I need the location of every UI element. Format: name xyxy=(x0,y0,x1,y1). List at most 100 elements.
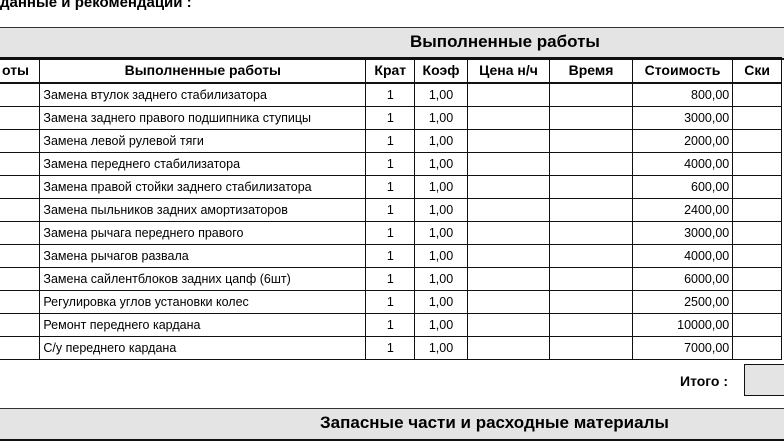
cell-empty xyxy=(466,82,551,107)
cell-name: Регулировка углов установки колес xyxy=(39,290,367,314)
column-header: Цена н/ч xyxy=(466,57,551,84)
cell-koef: 1,00 xyxy=(414,313,468,337)
table-row: Ремонт переднего кардана 1 1,00 10000,00 xyxy=(0,313,782,337)
cell-empty xyxy=(549,175,633,199)
cell-cost: 800,00 xyxy=(631,82,734,107)
table-row: Замена заднего правого подшипника ступиц… xyxy=(0,106,782,130)
works-table: оты Выполненные работы Крат Коэф Цена н/ч Вре… xyxy=(0,57,782,360)
cell-koef: 1,00 xyxy=(414,106,468,130)
cell-empty xyxy=(0,129,41,153)
column-header: Выполненные работы xyxy=(39,57,367,84)
cell-name: Замена пыльников задних амортизаторов xyxy=(39,198,367,222)
cell-empty xyxy=(549,244,633,268)
cell-empty xyxy=(466,198,551,222)
table-row: Регулировка углов установки колес 1 1,00 25… xyxy=(0,290,782,314)
cell-empty xyxy=(0,244,41,268)
cell-empty xyxy=(732,221,782,245)
cell-koef: 1,00 xyxy=(414,152,468,176)
cell-empty xyxy=(549,267,633,291)
cell-empty xyxy=(732,175,782,199)
cell-empty xyxy=(0,106,41,130)
total-value-box xyxy=(744,364,784,396)
cell-koef: 1,00 xyxy=(414,267,468,291)
cell-empty xyxy=(466,221,551,245)
total-label: Итого : xyxy=(680,373,729,389)
table-row: Замена сайлентблоков задних цапф (6шт) 1 1… xyxy=(0,267,782,291)
cell-krat: 1 xyxy=(365,313,416,337)
cell-cost: 3000,00 xyxy=(631,106,734,130)
column-header: Коэф xyxy=(414,57,468,84)
cell-empty xyxy=(0,267,41,291)
cell-empty xyxy=(549,313,633,337)
cell-empty xyxy=(549,106,633,130)
cell-krat: 1 xyxy=(365,267,416,291)
cell-krat: 1 xyxy=(365,198,416,222)
cell-empty xyxy=(732,129,782,153)
parts-title: Запасные части и расходные материалы xyxy=(320,413,669,432)
table-row: Замена рычагов развала 1 1,00 4000,00 xyxy=(0,244,782,268)
cell-koef: 1,00 xyxy=(414,244,468,268)
column-header: Крат xyxy=(365,57,416,84)
cell-krat: 1 xyxy=(365,221,416,245)
column-header: Стоимость xyxy=(631,57,734,84)
cell-koef: 1,00 xyxy=(414,129,468,153)
cell-empty xyxy=(732,198,782,222)
cell-empty xyxy=(732,244,782,268)
table-row: Замена переднего стабилизатора 1 1,00 4000,… xyxy=(0,152,782,176)
section-heading: данные и рекомендации : xyxy=(0,0,192,11)
table-row: Замена правой стойки заднего стабилизато… xyxy=(0,175,782,199)
cell-krat: 1 xyxy=(365,336,416,360)
cell-koef: 1,00 xyxy=(414,198,468,222)
cell-name: Замена сайлентблоков задних цапф (6шт) xyxy=(39,267,367,291)
cell-empty xyxy=(732,313,782,337)
column-header: оты xyxy=(0,57,41,84)
cell-krat: 1 xyxy=(365,106,416,130)
table-row: Замена втулок заднего стабилизатора 1 1,00… xyxy=(0,82,782,107)
cell-cost: 3000,00 xyxy=(631,221,734,245)
cell-name: С/у переднего кардана xyxy=(39,336,367,360)
cell-cost: 4000,00 xyxy=(631,152,734,176)
cell-empty xyxy=(549,198,633,222)
cell-empty xyxy=(732,290,782,314)
cell-empty xyxy=(0,221,41,245)
cell-krat: 1 xyxy=(365,290,416,314)
table-row: Замена левой рулевой тяги 1 1,00 2000,00 xyxy=(0,129,782,153)
cell-name: Замена рычага переднего правого xyxy=(39,221,367,245)
cell-empty xyxy=(466,129,551,153)
cell-empty xyxy=(732,82,782,107)
cell-empty xyxy=(549,152,633,176)
cell-empty xyxy=(732,267,782,291)
cell-cost: 600,00 xyxy=(631,175,734,199)
column-header: Время xyxy=(549,57,633,84)
cell-empty xyxy=(466,175,551,199)
cell-koef: 1,00 xyxy=(414,175,468,199)
cell-cost: 7000,00 xyxy=(631,336,734,360)
cell-koef: 1,00 xyxy=(414,290,468,314)
cell-koef: 1,00 xyxy=(414,336,468,360)
cell-empty xyxy=(466,290,551,314)
cell-empty xyxy=(549,129,633,153)
works-title: Выполненные работы xyxy=(410,32,600,51)
cell-cost: 2400,00 xyxy=(631,198,734,222)
cell-name: Замена заднего правого подшипника ступиц… xyxy=(39,106,367,130)
cell-empty xyxy=(732,336,782,360)
cell-empty xyxy=(549,221,633,245)
cell-empty xyxy=(0,175,41,199)
cell-krat: 1 xyxy=(365,129,416,153)
cell-cost: 2000,00 xyxy=(631,129,734,153)
cell-empty xyxy=(0,313,41,337)
cell-empty xyxy=(0,152,41,176)
cell-empty xyxy=(466,152,551,176)
cell-cost: 10000,00 xyxy=(631,313,734,337)
cell-empty xyxy=(0,290,41,314)
cell-name: Замена левой рулевой тяги xyxy=(39,129,367,153)
cell-name: Замена переднего стабилизатора xyxy=(39,152,367,176)
cell-empty xyxy=(0,336,41,360)
cell-empty xyxy=(466,244,551,268)
column-header: Ски xyxy=(732,57,782,84)
cell-name: Замена втулок заднего стабилизатора xyxy=(39,82,367,107)
cell-krat: 1 xyxy=(365,244,416,268)
cell-empty xyxy=(466,336,551,360)
cell-koef: 1,00 xyxy=(414,82,468,107)
cell-krat: 1 xyxy=(365,175,416,199)
